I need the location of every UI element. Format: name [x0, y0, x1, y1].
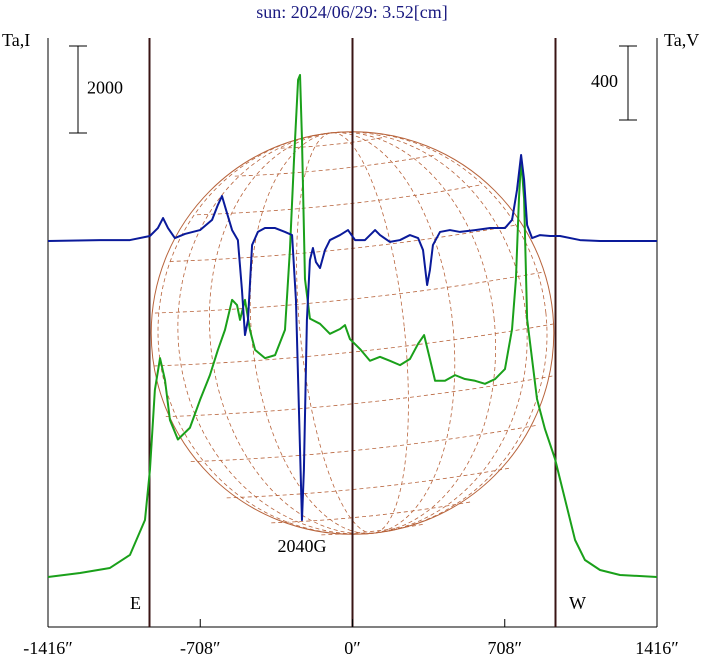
x-tick-label: 708″	[488, 638, 523, 658]
x-tick-label: 1416″	[635, 638, 679, 658]
disk-grid-line	[157, 131, 548, 535]
y2-axis-label: Ta,V	[664, 30, 699, 50]
data-line	[47, 73, 658, 578]
disk-grid-line	[196, 184, 481, 216]
disk-grid-line	[226, 467, 510, 499]
annotation: 2040G	[277, 536, 326, 556]
x-tick-label: -708″	[180, 638, 221, 658]
disk-grid-line	[321, 523, 426, 536]
disk-grid-line	[154, 272, 542, 314]
disk-grid-line	[234, 154, 436, 177]
chart-title: sun: 2024/06/29: 3.52[cm]	[256, 2, 448, 22]
disk-grid-line	[165, 375, 553, 418]
data-line	[47, 153, 657, 522]
limb-label: W	[569, 593, 586, 613]
scale-bar-label: 2000	[87, 78, 123, 98]
scale-bar-label: 400	[591, 71, 618, 91]
x-tick-label: 0″	[344, 638, 361, 658]
disk-grid-line	[280, 136, 385, 149]
disk-grid	[153, 131, 555, 536]
x-tick-label: -1416″	[23, 638, 73, 658]
disk-grid-line	[169, 224, 517, 262]
disk-grid-line	[271, 501, 472, 524]
disk-grid-line	[190, 424, 538, 463]
limb-label: E	[130, 593, 141, 613]
y-axis-label: Ta,I	[2, 30, 30, 50]
